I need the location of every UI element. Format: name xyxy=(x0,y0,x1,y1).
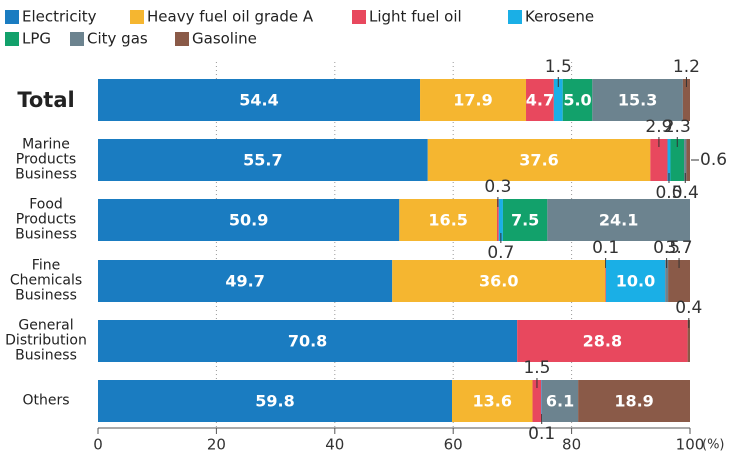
x-tick-label: 40 xyxy=(325,436,344,454)
y-tick-label: Total xyxy=(17,88,75,112)
bar-segment xyxy=(502,199,548,241)
data-label: 4.7 xyxy=(526,91,554,110)
data-label: 6.1 xyxy=(546,392,574,411)
bar-segment xyxy=(682,79,690,121)
data-label: 10.0 xyxy=(616,272,655,291)
data-label: 24.1 xyxy=(599,211,638,230)
bar-segment xyxy=(517,320,688,362)
bar-segment xyxy=(684,139,687,181)
y-tick-label: Food Products Business xyxy=(15,196,77,243)
bar-segment xyxy=(562,79,593,121)
bar-segment xyxy=(553,79,563,121)
x-tick-label: 80 xyxy=(562,436,581,454)
bar-segment xyxy=(98,79,421,121)
data-label: 0.5 xyxy=(653,238,680,258)
bar-segment xyxy=(668,260,690,302)
data-label: 49.7 xyxy=(225,272,264,291)
x-tick-label: 60 xyxy=(444,436,463,454)
data-label: 2.3 xyxy=(664,117,691,137)
data-label: 0.7 xyxy=(487,243,514,263)
y-tick-label: Marine Products Business xyxy=(15,136,77,183)
data-label: 55.7 xyxy=(243,151,282,170)
data-label: 2.9 xyxy=(645,117,672,137)
bar-segment xyxy=(670,139,685,181)
bar-segment xyxy=(542,380,579,422)
data-label: 13.6 xyxy=(473,392,512,411)
y-tick-label: Others xyxy=(22,392,70,409)
data-label: 0.3 xyxy=(484,177,511,197)
legend-swatch xyxy=(352,10,366,24)
x-tick-label: 20 xyxy=(207,436,226,454)
legend-label: Light fuel oil xyxy=(369,8,462,26)
legend-swatch xyxy=(5,10,19,24)
data-label: 0.4 xyxy=(675,298,702,318)
data-label: 0.5 xyxy=(655,183,682,203)
data-label: 54.4 xyxy=(239,91,278,110)
legend-label: Gasoline xyxy=(192,30,257,48)
bar-segment xyxy=(98,380,453,422)
bar-segment xyxy=(686,139,690,181)
bar-segment xyxy=(687,320,690,362)
data-label: 18.9 xyxy=(614,392,653,411)
data-label: 0.4 xyxy=(672,183,699,203)
bar-segment xyxy=(427,139,651,181)
data-label: 17.9 xyxy=(453,91,492,110)
y-tick-label: General Distribution Business xyxy=(5,317,87,364)
bar-segment xyxy=(532,380,542,422)
data-label: 15.3 xyxy=(618,91,657,110)
bar-segment xyxy=(541,380,543,422)
legend-label: Heavy fuel oil grade A xyxy=(147,8,314,26)
data-label: 1.5 xyxy=(545,57,572,77)
bar-segment xyxy=(547,199,690,241)
data-label: 16.5 xyxy=(428,211,467,230)
bar-segment xyxy=(497,199,499,241)
bar-segment xyxy=(399,199,498,241)
legend-swatch xyxy=(130,10,144,24)
legend-label: LPG xyxy=(22,30,51,48)
bar-segment xyxy=(98,199,400,241)
legend-label: City gas xyxy=(87,30,148,48)
bar-segment xyxy=(667,139,671,181)
data-label: 0.1 xyxy=(528,424,555,444)
bar-segment xyxy=(452,380,533,422)
bar-segment xyxy=(605,260,607,302)
data-label: 70.8 xyxy=(288,332,327,351)
y-tick-label: Fine Chemicals Business xyxy=(9,257,83,304)
data-label: 1.5 xyxy=(523,358,550,378)
bar-segment xyxy=(98,260,393,302)
legend-swatch xyxy=(70,32,84,46)
bar-segment xyxy=(98,139,428,181)
data-label: 0.1 xyxy=(592,238,619,258)
bar-segment xyxy=(392,260,606,302)
bar-segment xyxy=(420,79,527,121)
legend-label: Kerosene xyxy=(525,8,594,26)
data-label: 0.6 xyxy=(700,150,727,170)
bar-segment xyxy=(578,380,690,422)
legend-swatch xyxy=(175,32,189,46)
x-unit: (%) xyxy=(702,438,725,453)
data-label: 28.8 xyxy=(583,332,622,351)
bar-segment xyxy=(526,79,554,121)
data-label: 5.0 xyxy=(563,91,591,110)
bar-segment xyxy=(650,139,668,181)
bar-segment xyxy=(592,79,683,121)
data-label: 50.9 xyxy=(229,211,268,230)
data-label: 3.7 xyxy=(666,238,693,258)
data-label: 1.2 xyxy=(673,57,700,77)
data-label: 59.8 xyxy=(255,392,294,411)
data-label: 7.5 xyxy=(511,211,539,230)
bar-segment xyxy=(498,199,503,241)
bar-segment xyxy=(665,260,669,302)
bar-segment xyxy=(98,320,518,362)
data-label: 37.6 xyxy=(519,151,558,170)
legend-swatch xyxy=(5,32,19,46)
bar-segment xyxy=(605,260,666,302)
legend-swatch xyxy=(508,10,522,24)
legend-label: Electricity xyxy=(22,8,97,26)
x-tick-label: 0 xyxy=(93,436,103,454)
data-label: 36.0 xyxy=(479,272,518,291)
x-tick-label: 100 xyxy=(676,436,705,454)
